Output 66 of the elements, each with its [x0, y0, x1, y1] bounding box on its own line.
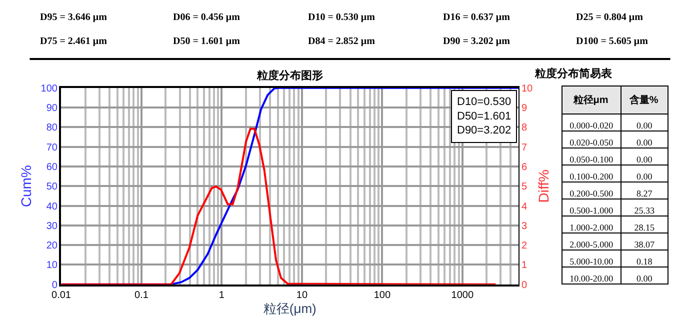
y2-tick-label: 1 [522, 260, 528, 272]
text: 0.18 [636, 256, 652, 267]
text: D84 = 2.852 μm [308, 36, 376, 47]
text: 25.33 [634, 206, 654, 216]
x-tick-label: 100 [374, 290, 391, 302]
category-label: 2.000-5.000 [570, 240, 614, 250]
x-tick-label: 1000 [451, 290, 474, 302]
text: D90 = 3.202 μm [443, 36, 511, 47]
y-tick-label: 90 [46, 103, 58, 114]
text: D100 = 5.605 μm [576, 36, 649, 47]
y-tick-label: 100 [40, 83, 58, 94]
x-tick-label: 0.01 [52, 290, 72, 302]
text: D75 = 2.461 μm [40, 36, 108, 47]
text: 0.00 [636, 138, 652, 148]
y2-tick-label: 4 [522, 201, 528, 212]
text: 38.07 [634, 240, 654, 250]
text: D95 = 3.646 μm [40, 12, 108, 23]
text: 粒度分布简易表 [534, 67, 613, 80]
y2-tick-label: 6 [522, 162, 528, 173]
y-tick-label: 50 [46, 182, 58, 193]
y-tick-label: 70 [46, 142, 58, 154]
y-axis-title: Cum% [18, 165, 34, 208]
text: D16 = 0.637 μm [443, 12, 511, 23]
category-label: 5.000-10.00 [570, 256, 614, 267]
text: 28.15 [634, 222, 654, 233]
text: D10 = 0.530 μm [308, 12, 376, 23]
category-label: 0.200-0.500 [570, 188, 614, 199]
text: 粒径μm [572, 94, 608, 106]
y-tick-label: 60 [46, 162, 58, 173]
category-label: 10.00-20.00 [570, 274, 614, 284]
y-tick-label: 0 [52, 280, 58, 291]
y2-tick-label: 3 [522, 220, 528, 232]
x-axis-title: 粒径(μm) [263, 301, 316, 316]
text: 0.00 [636, 120, 652, 131]
y-tick-label: 80 [46, 122, 58, 134]
y2-tick-label: 2 [522, 240, 528, 252]
y-tick-label: 40 [46, 201, 58, 212]
y-tick-label: 20 [46, 240, 58, 252]
text: 0.00 [636, 274, 652, 284]
x-tick-label: 0.1 [134, 290, 149, 302]
text: D06 = 0.456 μm [173, 12, 241, 23]
text: D25 = 0.804 μm [576, 12, 644, 23]
y2-tick-label: 10 [522, 83, 534, 94]
y-tick-label: 30 [46, 220, 58, 232]
y2-tick-label: 0 [522, 280, 528, 291]
text: 8.27 [636, 188, 652, 199]
category-label: 0.050-0.100 [570, 154, 614, 165]
category-label: 0.100-0.200 [570, 172, 614, 182]
text: D50 = 1.601 μm [173, 36, 241, 47]
y2-axis-title: Diff% [535, 170, 552, 203]
y2-tick-label: 8 [522, 122, 528, 134]
y2-tick-label: 9 [522, 103, 528, 114]
chart-title: 粒度分布图形 [256, 69, 323, 82]
category-label: 1.000-2.000 [570, 222, 614, 233]
category-label: 0.000-0.020 [570, 120, 614, 131]
x-tick-label: 1 [218, 290, 225, 302]
category-label: 0.020-0.050 [570, 138, 614, 148]
y2-tick-label: 7 [522, 142, 528, 154]
y2-tick-label: 5 [522, 182, 528, 193]
x-tick-label: 10 [296, 290, 308, 302]
text: 含量% [628, 94, 658, 106]
category-label: 0.500-1.000 [570, 206, 614, 216]
y-tick-label: 10 [46, 260, 58, 272]
text: 0.00 [636, 172, 652, 182]
annotation: D10=0.530 D50=1.601 D90=3.202 [457, 96, 512, 137]
text: 0.00 [636, 154, 652, 165]
